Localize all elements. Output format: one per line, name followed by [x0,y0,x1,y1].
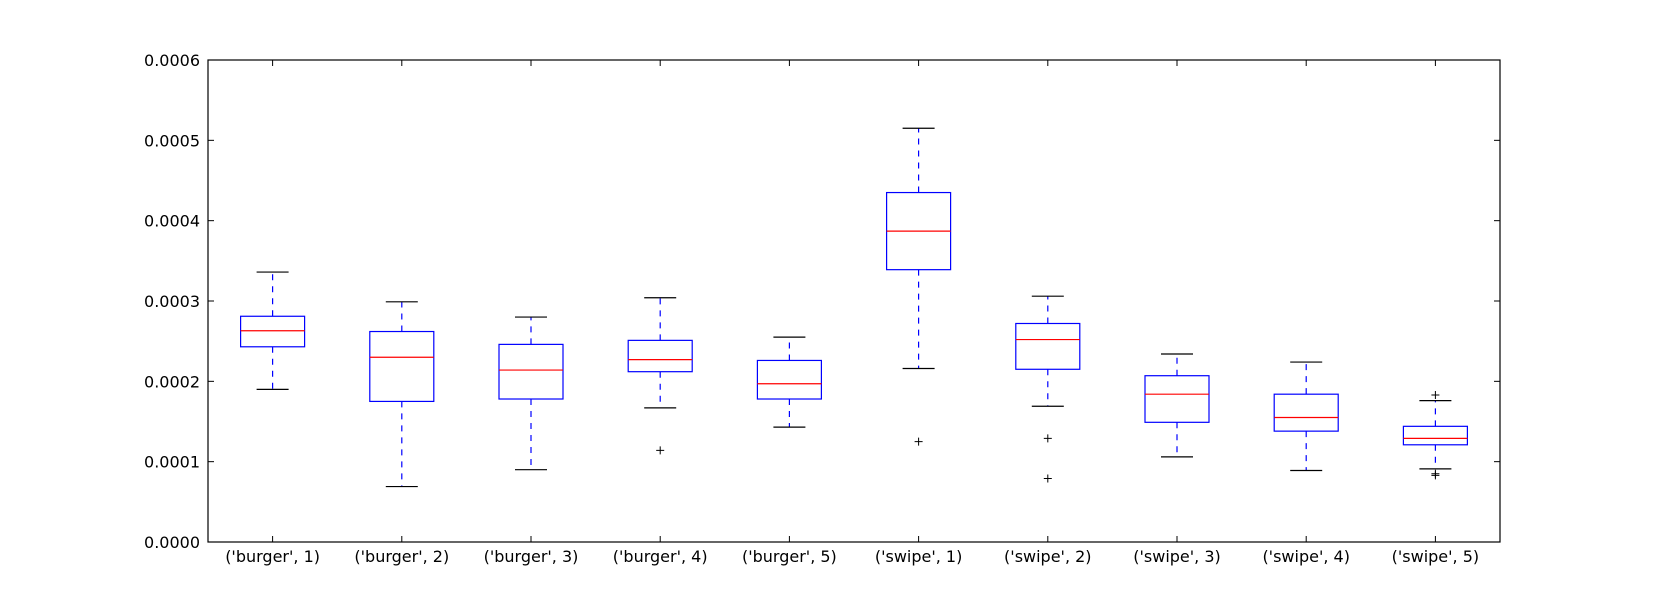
flier-point [1043,434,1052,443]
box-iqr [627,339,693,373]
box-group [369,301,435,488]
box-group [756,336,823,428]
box-group [1015,295,1081,483]
x-tick-label: ('swipe', 5) [1392,547,1480,566]
flier-point [1043,474,1052,483]
x-tick-label: ('swipe', 1) [875,547,963,566]
box-iqr [369,330,435,403]
box-iqr [756,359,823,400]
flier-point [656,446,665,455]
box-group [1144,353,1210,458]
y-tick-label: 0.0006 [144,51,200,70]
y-tick-label: 0.0001 [144,453,200,472]
box-iqr [1402,425,1469,446]
y-tick-label: 0.0003 [144,292,200,311]
x-tick-label: ('burger', 4) [613,547,708,566]
x-tick-label: ('burger', 2) [354,547,449,566]
box-iqr [1015,322,1081,370]
x-tick-label: ('burger', 1) [225,547,320,566]
x-tick-label: ('swipe', 3) [1133,547,1221,566]
box-group [885,127,952,446]
box-iqr [240,315,306,348]
y-tick-label: 0.0002 [144,372,200,391]
x-axis: ('burger', 1) ('burger', 2) ('burger', 3) (… [225,60,1479,566]
box-group [240,271,306,390]
box-iqr [1144,375,1210,423]
x-tick-label: ('swipe', 2) [1004,547,1092,566]
chart-marks [240,127,1469,488]
x-tick-label: ('burger', 3) [484,547,579,566]
y-tick-label: 0.0004 [144,212,200,231]
box-group [498,316,564,471]
flier-point [914,437,923,446]
flier-point [1431,469,1440,478]
flier-point [1431,390,1440,399]
x-tick-label: ('burger', 5) [742,547,837,566]
box-group [1273,361,1339,472]
box-iqr [498,343,564,400]
y-tick-label: 0.0005 [144,131,200,150]
y-axis: 0.0000 0.0001 0.0002 0.0003 0.0004 0.0005 0.00… [144,51,1500,552]
box-group [1402,390,1469,480]
x-tick-label: ('swipe', 4) [1262,547,1350,566]
box-iqr [1273,393,1339,432]
y-tick-label: 0.0000 [144,533,200,552]
box-group [627,297,693,455]
